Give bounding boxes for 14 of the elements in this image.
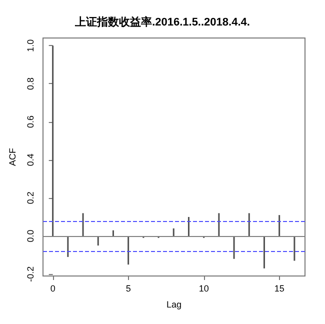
- y-tick-label: 0.8: [26, 77, 36, 90]
- y-tick-label: -0.2: [26, 266, 36, 282]
- x-axis-title: Lag: [166, 300, 182, 310]
- y-tick-label: 1.0: [26, 39, 36, 52]
- chart-title: 上证指数收益率.2016.1.5..2018.4.4.: [74, 16, 250, 28]
- x-tick-label: 10: [198, 284, 209, 294]
- x-tick-label: 5: [126, 284, 131, 294]
- y-tick-label: 0.2: [26, 192, 36, 204]
- x-tick-label: 0: [50, 284, 56, 294]
- y-tick-label: 0.4: [26, 154, 36, 166]
- y-tick-label: 0.6: [26, 116, 36, 128]
- x-tick-label: 15: [274, 284, 284, 294]
- y-axis-title: ACF: [8, 148, 18, 166]
- y-tick-label: 0.0: [26, 230, 36, 242]
